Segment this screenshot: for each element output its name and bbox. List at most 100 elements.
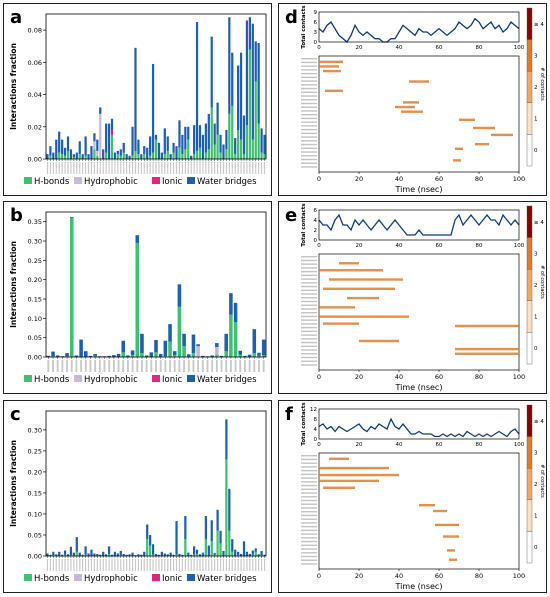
bar-water-bridges bbox=[55, 554, 58, 556]
residue-label bbox=[301, 278, 317, 280]
bar-water-bridges bbox=[260, 128, 263, 153]
bar-water-bridges bbox=[151, 544, 155, 555]
bar-water-bridges bbox=[216, 509, 219, 531]
bar-h-bonds bbox=[168, 341, 172, 357]
residue-label bbox=[301, 136, 317, 138]
plot-frame bbox=[45, 211, 267, 358]
x-tick-label bbox=[137, 162, 139, 174]
bar-h-bonds bbox=[215, 354, 219, 357]
legend-label: H-bonds bbox=[34, 375, 70, 385]
bar-h-bonds bbox=[251, 139, 254, 159]
bar-water-bridges bbox=[58, 131, 61, 153]
x-tick-label bbox=[150, 360, 153, 372]
timeline-frame bbox=[318, 11, 520, 43]
bar-h-bonds bbox=[107, 553, 111, 556]
legend-label: Hydrophobic bbox=[84, 574, 138, 584]
bar-water-bridges bbox=[184, 126, 187, 150]
colorbar-segment bbox=[526, 300, 533, 333]
bar-water-bridges bbox=[172, 351, 177, 356]
y-tick-label: 0.00 bbox=[28, 156, 42, 164]
x-tick-label bbox=[253, 360, 256, 372]
y-axis-label: Interactions fraction bbox=[9, 43, 18, 130]
bar-water-bridges bbox=[198, 125, 202, 148]
bar-water-bridges bbox=[84, 351, 88, 357]
x-tick-label bbox=[211, 162, 213, 174]
residue-label bbox=[301, 259, 317, 262]
legend-label: H-bonds bbox=[34, 177, 70, 187]
x-tick-label bbox=[56, 360, 59, 372]
timeline-x-tick: 60 bbox=[436, 442, 443, 448]
bar-water-bridges bbox=[184, 516, 187, 540]
x-tick-label bbox=[99, 559, 101, 571]
panel-e: e Total contacts 0 2 4 6 0 20 40 60 80 100 0 20 40 60 8… bbox=[278, 201, 547, 394]
timeline-y-tick: 0 bbox=[314, 437, 318, 443]
x-tick-label bbox=[52, 162, 54, 174]
residue-label bbox=[301, 484, 317, 487]
residue-label bbox=[301, 132, 317, 135]
x-tick-label bbox=[105, 559, 107, 571]
x-tick-label bbox=[167, 162, 169, 174]
bar-chart-a: Interactions fraction 0.00 0.02 0.04 0.06 0.0… bbox=[9, 13, 267, 187]
bar-h-bonds bbox=[184, 539, 187, 556]
bar-water-bridges bbox=[46, 553, 49, 556]
residue-label bbox=[301, 121, 317, 123]
bar-water-bridges bbox=[143, 551, 146, 556]
map-x-tick-label: 0 bbox=[317, 373, 321, 381]
bar-water-bridges bbox=[46, 154, 49, 159]
y-tick-label: 0.02 bbox=[28, 123, 42, 131]
bar-h-bonds bbox=[75, 551, 78, 556]
bar-water-bridges bbox=[128, 155, 131, 159]
bar-h-bonds bbox=[195, 150, 199, 159]
bar-h-bonds bbox=[140, 353, 144, 357]
x-tick-label bbox=[61, 559, 63, 571]
colorbar-segment bbox=[526, 205, 533, 238]
bar-water-bridges bbox=[112, 355, 116, 357]
bar-water-bridges bbox=[198, 554, 202, 556]
map-x-tick-label: 20 bbox=[355, 572, 363, 580]
bar-chart-b: Interactions fraction 0.00 0.05 0.10 0.15 0.2… bbox=[9, 211, 267, 385]
bar-h-bonds bbox=[146, 539, 149, 556]
bar-water-bridges bbox=[213, 123, 216, 145]
legend-label: Hydrophobic bbox=[84, 375, 138, 385]
bar-water-bridges bbox=[187, 552, 190, 556]
bar-h-bonds bbox=[231, 105, 234, 159]
contact-segment bbox=[449, 558, 457, 561]
residue-label bbox=[301, 87, 317, 90]
bar-h-bonds bbox=[245, 125, 249, 159]
contact-segment bbox=[401, 110, 423, 113]
x-tick-label bbox=[61, 360, 64, 372]
colorbar-segment bbox=[526, 70, 533, 103]
colorbar-tick: 2 bbox=[534, 482, 538, 488]
timeline-x-tick: 20 bbox=[356, 45, 363, 51]
bar-water-bridges bbox=[263, 134, 266, 155]
x-tick-label bbox=[103, 360, 106, 372]
bar-h-bonds bbox=[182, 346, 186, 357]
residue-label bbox=[301, 529, 317, 532]
x-tick-label bbox=[87, 559, 90, 571]
bar-h-bonds bbox=[210, 107, 213, 159]
x-tick-label bbox=[228, 162, 230, 174]
bar-water-bridges bbox=[260, 550, 263, 556]
residue-label bbox=[301, 353, 317, 355]
x-tick-label bbox=[215, 360, 218, 372]
bar-water-bridges bbox=[224, 333, 228, 352]
legend-label: Ionic bbox=[162, 177, 182, 187]
x-tick-label bbox=[117, 162, 119, 174]
bar-water-bridges bbox=[222, 144, 225, 159]
contact-segment bbox=[403, 101, 419, 104]
x-tick-label bbox=[187, 162, 189, 174]
contact-segment bbox=[359, 339, 399, 343]
map-x-tick-label: 100 bbox=[513, 373, 525, 381]
bar-water-bridges bbox=[252, 329, 257, 354]
bar-water-bridges bbox=[210, 520, 213, 542]
contact-segment bbox=[459, 118, 475, 121]
bar-water-bridges bbox=[248, 553, 251, 556]
bar-h-bonds bbox=[175, 554, 178, 556]
panel-b: b Interactions fraction 0.00 0.05 0.10 0.15 0… bbox=[3, 201, 272, 394]
x-tick-label bbox=[93, 559, 95, 571]
x-tick-label bbox=[46, 559, 49, 571]
map-x-tick-label: 20 bbox=[355, 373, 363, 381]
bar-water-bridges bbox=[190, 554, 193, 556]
residue-label bbox=[301, 563, 317, 565]
